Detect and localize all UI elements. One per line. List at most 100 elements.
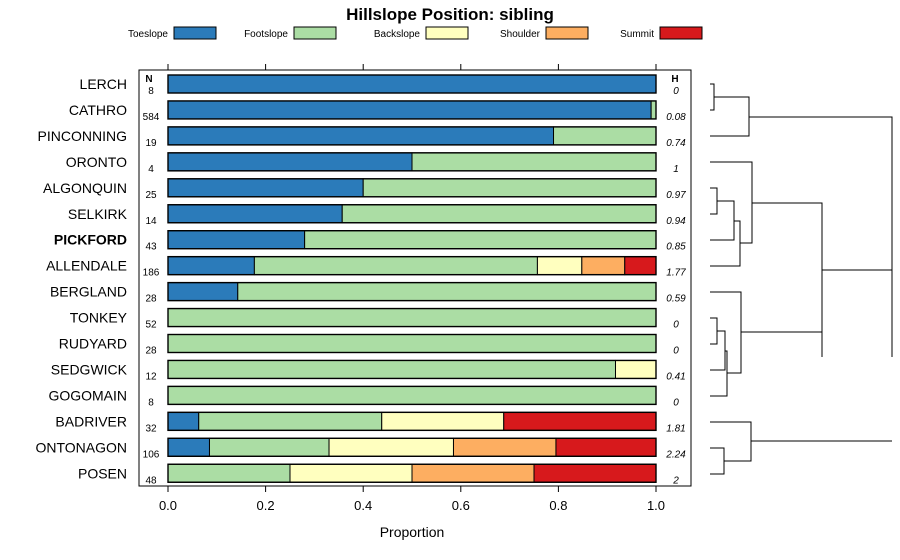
bar-segment-rudyard-footslope bbox=[167, 334, 657, 353]
legend-swatch-footslope bbox=[293, 26, 337, 40]
bar-segment-pinconning-toeslope bbox=[167, 126, 555, 146]
bar-segment-badriver-backslope bbox=[381, 411, 505, 431]
row-label-lerch: LERCH bbox=[80, 76, 127, 92]
x-tick-label: 0.2 bbox=[257, 498, 275, 513]
bar-segment-posen-backslope bbox=[289, 463, 413, 483]
dendrogram bbox=[710, 83, 893, 475]
bar-segment-sedgwick-footslope bbox=[167, 359, 616, 379]
n-value-cathro: 584 bbox=[143, 112, 160, 123]
n-value-selkirk: 14 bbox=[145, 216, 157, 227]
row-label-pinconning: PINCONNING bbox=[38, 128, 127, 144]
bar-segment-sedgwick-backslope bbox=[614, 359, 657, 379]
bar-segment-ontonagon-summit bbox=[555, 437, 657, 457]
bar-segment-oronto-toeslope bbox=[167, 152, 413, 172]
h-value-oronto: 1 bbox=[673, 164, 679, 175]
bar-segment-badriver-summit bbox=[503, 411, 657, 431]
h-value-posen: 2 bbox=[672, 475, 679, 486]
x-tick-label: 0.6 bbox=[452, 498, 470, 513]
dendrogram-branch bbox=[710, 447, 725, 475]
bar-segment-ontonagon-backslope bbox=[328, 437, 454, 457]
x-tick-label: 0.4 bbox=[354, 498, 372, 513]
n-value-gogomain: 8 bbox=[148, 397, 154, 408]
bar-segment-allendale-toeslope bbox=[167, 256, 255, 276]
h-value-pinconning: 0.74 bbox=[666, 138, 686, 149]
row-label-rudyard: RUDYARD bbox=[59, 336, 127, 352]
row-label-allendale: ALLENDALE bbox=[46, 258, 127, 274]
dendrogram-branch bbox=[710, 317, 718, 345]
n-value-tonkey: 52 bbox=[145, 320, 157, 331]
bar-outline-tonkey bbox=[167, 307, 657, 328]
legend-label-footslope: Footslope bbox=[244, 29, 288, 40]
bar-segment-allendale-backslope bbox=[536, 256, 583, 276]
bar-outline-sedgwick bbox=[167, 359, 657, 380]
n-value-pinconning: 19 bbox=[145, 138, 157, 149]
dendrogram-branch bbox=[710, 83, 715, 111]
row-label-tonkey: TONKEY bbox=[70, 310, 128, 326]
x-axis-label: Proportion bbox=[380, 524, 445, 540]
h-value-ontonagon: 2.24 bbox=[665, 449, 686, 460]
n-value-algonquin: 25 bbox=[145, 190, 157, 201]
h-value-gogomain: 0 bbox=[673, 397, 679, 408]
bar-segment-algonquin-footslope bbox=[362, 178, 657, 198]
dendrogram-branch bbox=[710, 200, 735, 241]
bar-segment-posen-summit bbox=[533, 463, 657, 483]
row-label-bergland: BERGLAND bbox=[50, 284, 127, 300]
h-value-selkirk: 0.94 bbox=[666, 216, 686, 227]
legend-label-toeslope: Toeslope bbox=[128, 29, 168, 40]
bar-outline-gogomain bbox=[167, 385, 657, 406]
bar-segment-cathro-toeslope bbox=[167, 100, 652, 120]
h-value-sedgwick: 0.41 bbox=[666, 371, 685, 382]
bar-segment-pickford-footslope bbox=[304, 230, 657, 250]
row-label-posen: POSEN bbox=[78, 465, 127, 481]
n-value-bergland: 28 bbox=[145, 294, 157, 305]
legend-label-shoulder: Shoulder bbox=[500, 29, 541, 40]
n-value-oronto: 4 bbox=[148, 164, 154, 175]
bar-outline-pinconning bbox=[167, 126, 657, 146]
h-value-cathro: 0.08 bbox=[666, 112, 686, 123]
row-label-gogomain: GOGOMAIN bbox=[48, 387, 127, 403]
bar-segment-pickford-toeslope bbox=[167, 230, 306, 250]
n-value-rudyard: 28 bbox=[145, 346, 157, 357]
dendrogram-branch bbox=[710, 187, 718, 215]
x-axis: 0.0 0.2 0.4 0.6 0.8 1.0 bbox=[159, 64, 665, 513]
h-value-badriver: 1.81 bbox=[666, 423, 685, 434]
bar-segment-pinconning-footslope bbox=[553, 126, 657, 146]
bar-segment-bergland-footslope bbox=[237, 282, 657, 302]
bar-segment-tonkey-footslope bbox=[167, 308, 657, 328]
bar-outline-badriver bbox=[167, 411, 657, 432]
bar-segment-badriver-toeslope bbox=[167, 411, 200, 431]
plot-frame bbox=[138, 69, 692, 487]
n-value-lerch: 8 bbox=[148, 86, 154, 97]
legend-swatch-summit bbox=[659, 26, 703, 40]
chart-title: Hillslope Position: sibling bbox=[346, 5, 554, 24]
row-label-sedgwick: SEDGWICK bbox=[51, 361, 128, 377]
bar-outline-oronto bbox=[167, 152, 657, 172]
row-label-ontonagon: ONTONAGON bbox=[35, 439, 127, 455]
bar-segment-gogomain-footslope bbox=[167, 385, 657, 405]
bar-segment-allendale-shoulder bbox=[581, 256, 626, 276]
n-value-posen: 48 bbox=[145, 475, 157, 486]
bar-segment-lerch-toeslope bbox=[167, 74, 657, 94]
bar-outline-cathro bbox=[167, 100, 657, 120]
dendrogram-branch bbox=[710, 220, 741, 267]
row-label-badriver: BADRIVER bbox=[55, 413, 127, 429]
row-label-cathro: CATHRO bbox=[69, 102, 127, 118]
bar-segment-bergland-toeslope bbox=[167, 282, 239, 302]
row-label-pickford: PICKFORD bbox=[54, 232, 127, 248]
h-header: H bbox=[671, 74, 678, 85]
bar-segment-selkirk-toeslope bbox=[167, 204, 343, 224]
bar-segment-allendale-footslope bbox=[253, 256, 538, 276]
row-label-algonquin: ALGONQUIN bbox=[43, 180, 127, 196]
bar-segment-ontonagon-footslope bbox=[208, 437, 330, 457]
dendrogram-branch bbox=[710, 421, 752, 462]
bar-segment-posen-shoulder bbox=[411, 463, 535, 483]
bar-outline-posen bbox=[167, 463, 657, 483]
bar-outline-pickford bbox=[167, 229, 657, 250]
bar-segment-ontonagon-shoulder bbox=[452, 437, 557, 457]
bars-group: LERCH 8 0 CATHRO 584 0.08 PINCONNING 19 0.74 ORON… bbox=[35, 74, 686, 486]
h-value-tonkey: 0 bbox=[673, 320, 679, 331]
h-value-bergland: 0.59 bbox=[666, 294, 686, 305]
h-value-allendale: 1.77 bbox=[666, 268, 686, 279]
legend-label-backslope: Backslope bbox=[374, 29, 421, 40]
